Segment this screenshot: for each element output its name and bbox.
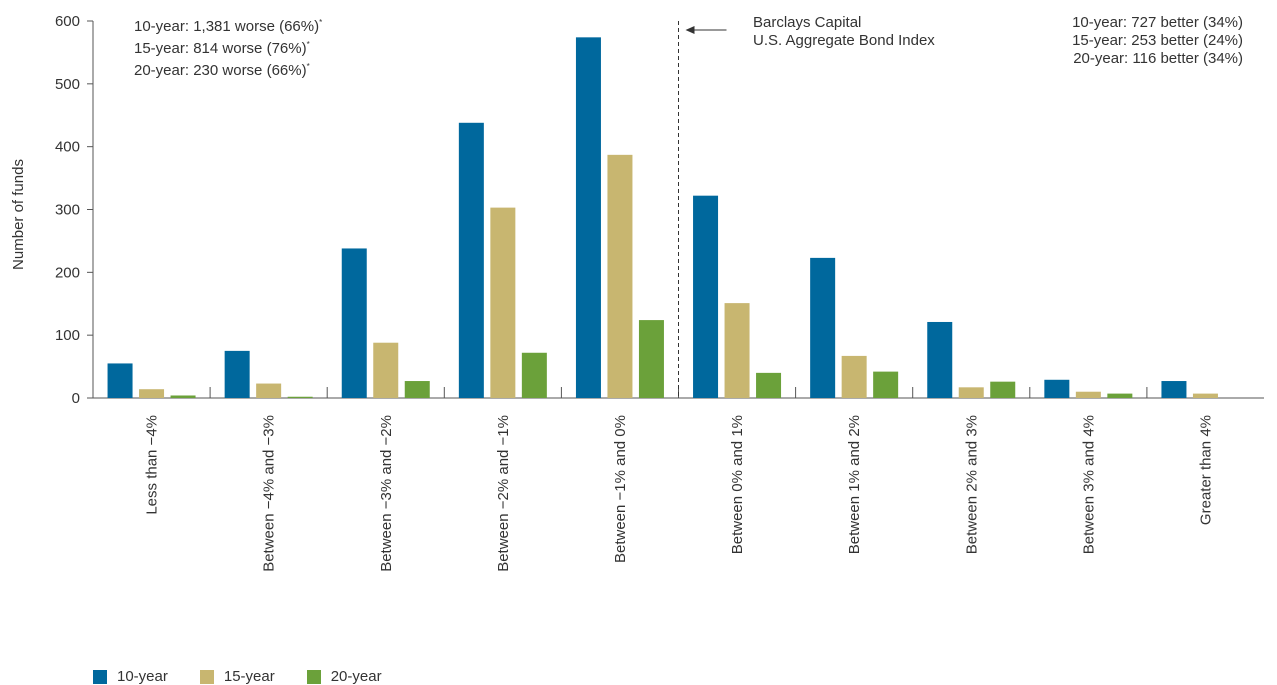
bar-10year-7: [927, 321, 953, 398]
tick-labels: 0 100 200 300 400 500 600 Number of funds Less t…: [10, 13, 1214, 572]
legend-item-10yr: 10-year: [93, 668, 168, 685]
bar-20year-1: [287, 396, 313, 398]
bar-20year-0: [170, 395, 196, 398]
x-tick-label: Between 1% and 2%: [846, 415, 863, 554]
legend-label-20yr: 20-year: [330, 668, 382, 685]
y-tick-label: 0: [72, 390, 80, 407]
bar-10year-6: [810, 257, 836, 398]
bar-20year-3: [521, 352, 547, 398]
worse-annotation-10yr: 10-year: 1,381 worse (66%)*: [134, 18, 323, 35]
bar-10year-3: [458, 122, 484, 398]
bar-20year-2: [404, 381, 430, 398]
better-annotation-20yr: 20-year: 116 better (34%): [1073, 50, 1243, 67]
y-tick-label: 500: [55, 76, 80, 93]
y-tick-label: 600: [55, 13, 80, 30]
legend-swatch-10yr: [93, 669, 107, 684]
benchmark-label-line-2: U.S. Aggregate Bond Index: [753, 32, 935, 49]
x-tick-label: Between 2% and 3%: [963, 415, 980, 554]
x-tick-label: Between 3% and 4%: [1080, 415, 1097, 554]
y-axis-title: Number of funds: [10, 159, 27, 270]
y-tick-label: 100: [55, 327, 80, 344]
bar-10year-0: [107, 363, 133, 398]
bar-10year-4: [575, 37, 601, 398]
legend-item-15yr: 15-year: [199, 668, 275, 685]
bar-10year-2: [341, 248, 367, 398]
bar-10year-1: [224, 350, 250, 398]
bar-10year-5: [693, 195, 719, 398]
bar-15year-9: [1192, 393, 1218, 398]
better-annotation-10yr: 10-year: 727 better (34%): [1072, 14, 1243, 31]
bar-20year-7: [990, 381, 1016, 398]
x-tick-label: Between −4% and −3%: [261, 415, 278, 572]
bar-15year-8: [1075, 391, 1101, 398]
bar-20year-4: [638, 320, 664, 398]
better-annotation-15yr: 15-year: 253 better (24%): [1072, 32, 1243, 49]
benchmark-arrow-head: [685, 26, 695, 34]
x-tick-label: Between −2% and −1%: [495, 415, 512, 572]
bar-15year-1: [256, 383, 282, 398]
legend-label-15yr: 15-year: [223, 668, 275, 685]
worse-annotation-15yr: 15-year: 814 worse (76%)*: [134, 40, 310, 57]
legend-swatch-20yr: [306, 669, 321, 684]
legend-item-20yr: 20-year: [306, 668, 382, 685]
worse-annotation-20yr: 20-year: 230 worse (66%)*: [134, 62, 310, 79]
y-tick-label: 300: [55, 202, 80, 219]
bar-15year-5: [724, 303, 750, 398]
legend-label-10yr: 10-year: [117, 668, 168, 685]
x-tick-label: Between 0% and 1%: [729, 415, 746, 554]
bar-15year-0: [139, 389, 165, 398]
bar-15year-2: [373, 342, 399, 398]
x-tick-label: Greater than 4%: [1197, 415, 1214, 525]
benchmark-label: Barclays Capital U.S. Aggregate Bond Ind…: [753, 14, 935, 50]
bar-20year-5: [756, 372, 782, 398]
benchmark-label-line-1: Barclays Capital: [753, 14, 862, 31]
bar-20year-6: [873, 371, 899, 398]
bar-10year-8: [1044, 379, 1070, 398]
better-annotations: 10-year: 727 better (34%) 15-year: 253 b…: [1072, 14, 1243, 68]
bar-15year-6: [841, 355, 867, 398]
bar-20year-8: [1107, 393, 1133, 398]
bars: [107, 37, 1218, 398]
bar-15year-3: [490, 207, 516, 398]
x-tick-label: Less than −4%: [144, 415, 161, 515]
legend: 10-year 15-year 20-year: [93, 668, 414, 685]
x-tick-label: Between −1% and 0%: [612, 415, 629, 563]
bar-15year-4: [607, 154, 633, 398]
x-tick-label: Between −3% and −2%: [378, 415, 395, 572]
legend-swatch-15yr: [199, 669, 214, 684]
y-tick-label: 400: [55, 139, 80, 156]
bar-10year-9: [1161, 381, 1187, 398]
y-tick-label: 200: [55, 264, 80, 281]
worse-annotations: 10-year: 1,381 worse (66%)* 15-year: 814…: [134, 14, 322, 80]
bar-15year-7: [958, 387, 984, 398]
